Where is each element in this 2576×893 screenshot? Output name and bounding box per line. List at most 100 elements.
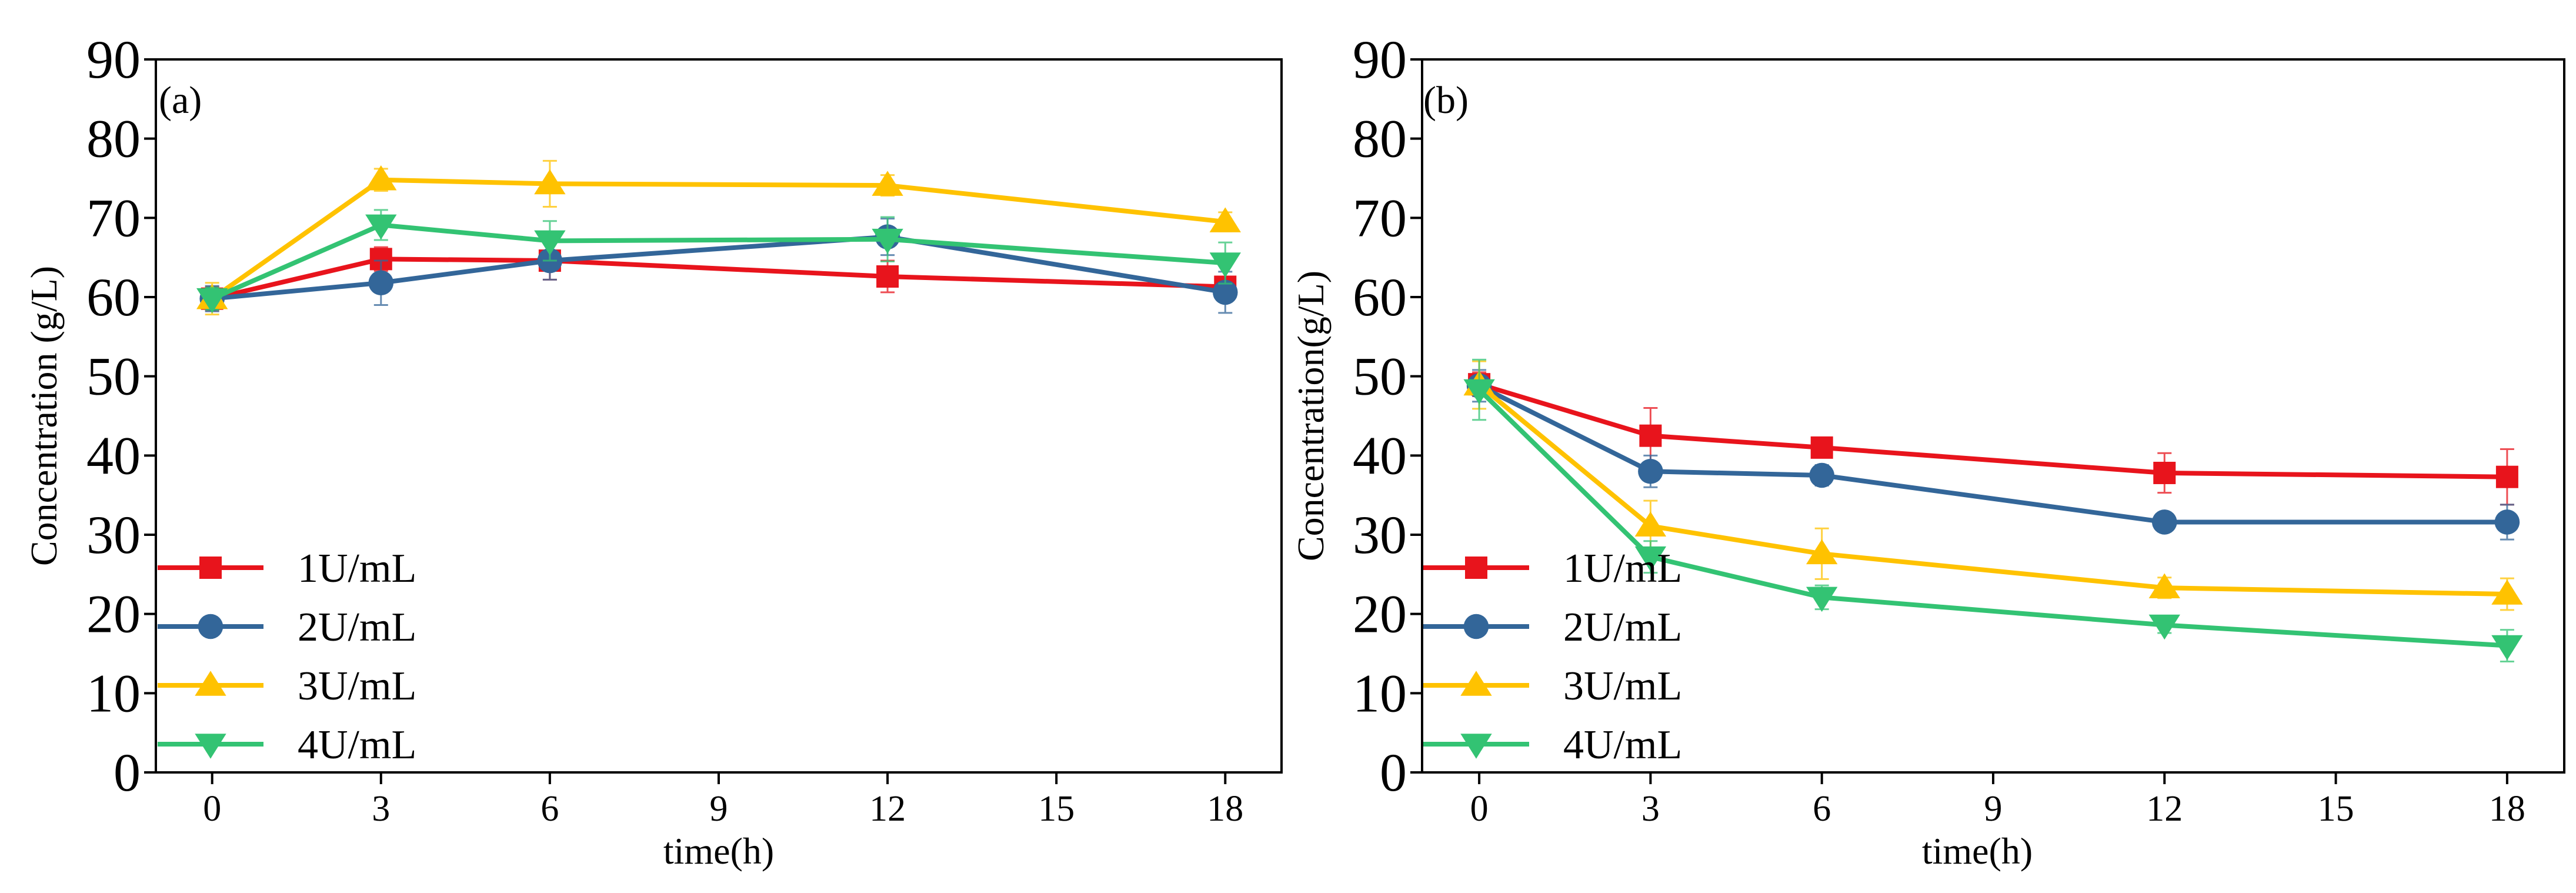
y-tick-label: 10	[1353, 663, 1407, 723]
legend-marker	[195, 671, 226, 696]
legend-marker	[195, 734, 226, 759]
y-tick-label: 50	[86, 346, 141, 406]
data-point	[1209, 207, 1241, 232]
axis-ticks: 0 3 6 9 12 15 18 0 10 20 30 40 50 60 70 80 90	[1353, 29, 2525, 829]
data-point	[876, 265, 899, 288]
legend-marker	[1463, 614, 1489, 639]
data-point	[1806, 587, 1838, 612]
x-tick-label: 0	[1470, 789, 1489, 829]
legend-marker	[199, 557, 222, 579]
legend-label: 1U/mL	[298, 546, 416, 591]
data-point	[196, 288, 228, 314]
y-tick-label: 50	[1353, 346, 1407, 406]
data-point	[2495, 465, 2518, 488]
y-tick-label: 60	[1353, 267, 1407, 327]
data-point	[1463, 379, 1495, 405]
x-tick-label: 12	[869, 789, 906, 829]
series-layer	[196, 159, 1241, 316]
y-axis-title: Concentration (g/L)	[23, 266, 65, 566]
chart-panel-b: (b) time(h) Concentration(g/L) 0 3 6 9 12 15 1…	[1290, 29, 2565, 872]
x-tick-label: 9	[1984, 789, 2003, 829]
data-point	[1634, 546, 1667, 572]
y-tick-label: 20	[1353, 584, 1407, 644]
legend-item: 1U/mL	[1423, 546, 1682, 591]
data-point	[2491, 579, 2523, 605]
legend-item: 3U/mL	[1423, 664, 1682, 709]
legend-marker	[1460, 671, 1492, 696]
data-point	[2491, 635, 2523, 661]
y-tick-label: 80	[86, 109, 141, 169]
legend-item: 2U/mL	[1423, 605, 1682, 650]
x-tick-label: 12	[2146, 789, 2183, 829]
series-4U/mL	[1463, 358, 2523, 662]
legend-marker	[198, 614, 223, 639]
data-point	[2148, 573, 2180, 599]
data-point	[2153, 461, 2176, 484]
data-point	[365, 165, 397, 191]
y-tick-label: 30	[86, 505, 141, 565]
y-tick-label: 40	[86, 425, 141, 485]
data-point	[1638, 458, 1663, 484]
y-tick-label: 80	[1353, 109, 1407, 169]
y-tick-label: 40	[1353, 425, 1407, 485]
y-tick-label: 90	[86, 29, 141, 89]
data-point	[1213, 279, 1238, 305]
legend-label: 4U/mL	[1563, 722, 1682, 768]
legend-marker	[1460, 734, 1492, 759]
data-point	[368, 270, 394, 296]
panel-label: (b)	[1423, 79, 1469, 122]
y-axis-title: Concentration(g/L)	[1290, 271, 1332, 561]
data-point	[872, 171, 903, 196]
x-tick-label: 6	[1813, 789, 1831, 829]
panel-label: (a)	[159, 79, 202, 122]
x-tick-label: 0	[203, 789, 221, 829]
chart-panel-a: (a) time(h) Concentration (g/L) 0 3 6 9 12 15…	[23, 29, 1283, 872]
y-tick-label: 0	[1380, 742, 1407, 802]
legend-label: 1U/mL	[1563, 546, 1682, 591]
legend-item: 2U/mL	[158, 605, 416, 650]
legend-marker	[1465, 557, 1487, 579]
legend: 1U/mL 2U/mL 3U/mL 4U/mL	[1423, 546, 1682, 768]
x-tick-label: 3	[1641, 789, 1660, 829]
data-point	[1809, 462, 1834, 488]
series-layer	[1463, 358, 2523, 662]
legend-label: 3U/mL	[1563, 664, 1682, 709]
x-tick-label: 15	[2318, 789, 2354, 829]
y-tick-label: 90	[1353, 29, 1407, 89]
data-point	[2152, 509, 2177, 535]
axis-ticks: 0 3 6 9 12 15 18 0 10 20 30 40 50 60 70 80 90	[86, 29, 1243, 829]
legend-item: 1U/mL	[158, 546, 416, 591]
x-axis-title: time(h)	[663, 830, 774, 872]
legend-label: 4U/mL	[298, 722, 416, 768]
legend-label: 3U/mL	[298, 664, 416, 709]
y-tick-label: 20	[86, 584, 141, 644]
y-tick-label: 60	[86, 267, 141, 327]
x-tick-label: 3	[372, 789, 390, 829]
x-tick-label: 18	[1207, 789, 1243, 829]
series-3U/mL	[196, 159, 1241, 316]
y-tick-label: 30	[1353, 505, 1407, 565]
legend-item: 4U/mL	[1423, 722, 1682, 768]
data-point	[534, 230, 566, 256]
legend-item: 3U/mL	[158, 664, 416, 709]
legend-item: 4U/mL	[158, 722, 416, 768]
x-tick-label: 18	[2489, 789, 2525, 829]
data-point	[1639, 424, 1662, 447]
legend-label: 2U/mL	[1563, 605, 1682, 650]
data-point	[872, 228, 903, 254]
data-point	[1209, 252, 1241, 278]
data-point	[1806, 539, 1838, 565]
data-point	[2148, 614, 2180, 640]
legend: 1U/mL 2U/mL 3U/mL 4U/mL	[158, 546, 416, 768]
y-tick-label: 10	[86, 663, 141, 723]
data-point	[1634, 511, 1667, 537]
legend-label: 2U/mL	[298, 605, 416, 650]
data-point	[534, 169, 566, 195]
data-point	[1810, 436, 1833, 459]
data-point	[2494, 509, 2520, 535]
data-point	[365, 214, 397, 240]
y-tick-label: 0	[114, 742, 141, 802]
x-tick-label: 6	[540, 789, 559, 829]
x-axis-title: time(h)	[1922, 830, 2033, 872]
